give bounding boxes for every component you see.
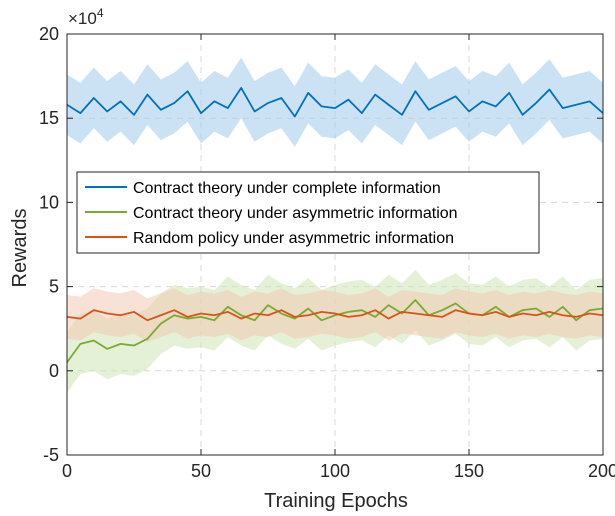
y-tick-label: 5 — [49, 277, 59, 297]
series-lines — [66, 86, 604, 363]
y-tick-label: 15 — [39, 108, 59, 128]
series-2-line — [66, 299, 604, 363]
x-axis-label: Training Epochs — [264, 490, 408, 512]
y-tick-label: 10 — [39, 192, 59, 212]
x-tick-label: 200 — [588, 461, 615, 481]
series-3-line — [66, 309, 604, 322]
y-tick-label: 20 — [39, 24, 59, 44]
y-tick-label: -5 — [43, 445, 59, 465]
legend-entry: Contract theory under complete informati… — [133, 180, 441, 197]
series-1-line — [66, 86, 604, 118]
legend-box — [76, 171, 540, 254]
x-tick-label: 100 — [320, 461, 350, 481]
series-1-band — [67, 57, 603, 147]
y-exponent-label: ×104 — [68, 6, 104, 28]
legend-entry: Random policy under asymmetric informati… — [133, 230, 454, 247]
x-tick-label: 0 — [62, 461, 72, 481]
legend: Contract theory under complete informati… — [76, 171, 540, 254]
y-tick-label: 0 — [49, 361, 59, 381]
x-tick-label: 150 — [454, 461, 484, 481]
y-axis-label: Rewards — [9, 209, 31, 288]
legend-entry: Contract theory under asymmetric informa… — [133, 205, 458, 222]
x-tick-label: 50 — [191, 461, 211, 481]
